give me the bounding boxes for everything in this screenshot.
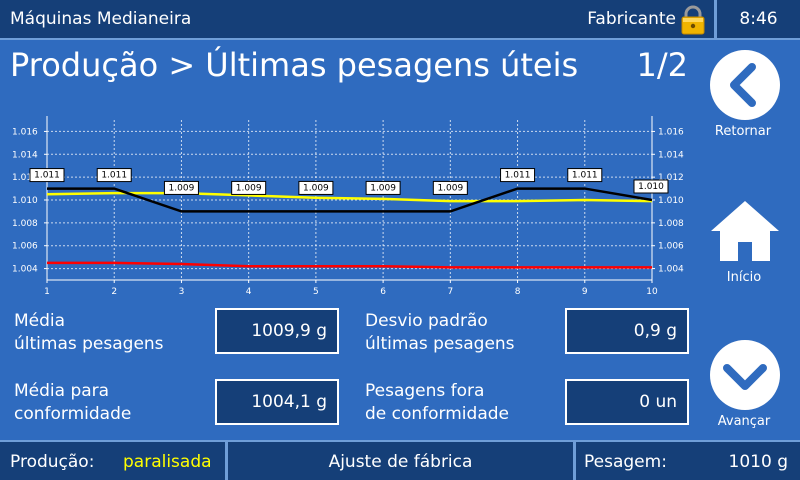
x-tick-label: 6 [380,287,386,297]
production-label: Produção: [10,452,95,472]
series-line-3 [47,261,652,269]
data-label: 1.010 [638,182,664,192]
data-label: 1.009 [437,183,463,193]
avg-last-label-line1: Média [14,311,66,331]
stddev-label-line1: Desvio padrão [365,311,488,331]
y-tick-label-left: 1.008 [12,219,38,229]
home-icon [711,201,779,261]
avg-conf-label-line1: Média para [14,381,110,401]
data-label: 1.009 [236,183,262,193]
y-tick-label-left: 1.014 [12,150,38,160]
avg-last-label: Média últimas pesagens [14,310,164,356]
out-conf-label-line1: Pesagens fora [365,381,485,401]
y-tick-label-left: 1.012 [12,173,38,183]
y-tick-label-left: 1.004 [12,265,38,275]
data-label-box [500,168,536,183]
production-status: paralisada [123,452,212,472]
data-label-box [298,180,334,195]
weight-value: 1010 g [728,452,788,472]
series-line-1 [47,187,653,213]
lock-icon[interactable] [680,5,706,35]
avg-conf-label: Média para conformidade [14,380,131,426]
data-label-box [96,168,132,183]
app-title: Máquinas Medianeira [10,9,192,29]
chevron-left-icon [730,63,756,107]
status-bar: Produção: paralisada Ajuste de fábrica P… [0,440,800,480]
data-label-box [633,179,669,194]
weighings-chart: 1.004 1.004 1.006 1.006 1.008 1.008 1.010 1.010… [12,116,684,297]
data-label: 1.009 [303,183,329,193]
data-label: 1.011 [505,171,531,181]
back-label: Retornar [714,124,772,139]
x-tick-label: 4 [246,287,252,297]
mode-label: Ajuste de fábrica [328,452,473,472]
y-tick-label-right: 1.014 [658,150,684,160]
x-tick-label: 1 [44,287,50,297]
data-label: 1.011 [34,171,60,181]
y-tick-label-right: 1.010 [658,196,684,206]
next-label: Avançar [717,414,771,429]
out-conf-label-line2: de conformidade [365,404,509,424]
y-tick-label-right: 1.006 [658,242,684,252]
stddev-label: Desvio padrão últimas pesagens [365,310,515,356]
status-separator-2 [573,442,576,480]
x-tick-label: 2 [111,287,117,297]
data-label-box [231,180,267,195]
series-line-2 [46,191,653,203]
y-tick-label-left: 1.010 [12,196,38,206]
data-label: 1.009 [370,183,396,193]
top-separator [714,0,717,40]
stddev-value: 0,9 g [565,308,689,354]
status-separator-1 [225,442,228,480]
x-tick-label: 8 [515,287,521,297]
x-tick-label: 5 [313,287,319,297]
avg-conf-label-line2: conformidade [14,404,132,424]
avg-last-label-line2: últimas pesagens [14,334,164,354]
chevron-down-icon [723,364,767,390]
page-indicator: 1/2 [636,46,689,84]
data-label-box [432,180,468,195]
y-tick-label-left: 1.016 [12,127,38,137]
user-name[interactable]: Fabricante [587,9,676,29]
data-label-box [29,168,65,183]
data-label-box [365,180,401,195]
home-button[interactable] [708,198,782,264]
y-tick-label-right: 1.012 [658,173,684,183]
avg-conf-value: 1004,1 g [215,379,339,425]
data-label-box [163,180,199,195]
page-title: Produção > Últimas pesagens úteis [10,46,579,84]
x-tick-label: 7 [447,287,453,297]
data-label: 1.011 [572,171,598,181]
weight-label: Pesagem: [584,452,667,472]
home-label: Início [726,270,762,285]
y-tick-label-right: 1.016 [658,127,684,137]
back-button[interactable] [710,50,780,120]
data-label-box [567,168,603,183]
data-label: 1.011 [101,171,127,181]
y-tick-label-right: 1.008 [658,219,684,229]
data-label: 1.009 [169,183,195,193]
x-tick-label: 10 [646,287,658,297]
x-tick-label: 3 [179,287,185,297]
next-button[interactable] [710,340,780,410]
top-bar: Máquinas Medianeira Fabricante 8:46 [0,0,800,40]
avg-last-value: 1009,9 g [215,308,339,354]
out-conf-value: 0 un [565,379,689,425]
clock: 8:46 [739,9,778,29]
y-tick-label-left: 1.006 [12,242,38,252]
stddev-label-line2: últimas pesagens [365,334,515,354]
y-tick-label-right: 1.004 [658,265,684,275]
x-tick-label: 9 [582,287,588,297]
out-conf-label: Pesagens fora de conformidade [365,380,509,426]
